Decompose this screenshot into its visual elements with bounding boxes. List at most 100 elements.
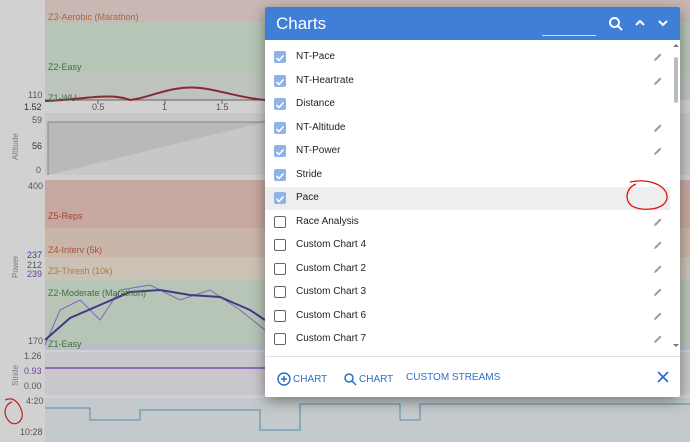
chart-label: NT-Power (296, 145, 341, 156)
check-mark (275, 78, 285, 86)
edit-button[interactable] (652, 51, 664, 63)
power-smooth-line (44, 288, 266, 341)
add-chart-button[interactable]: CHART (277, 372, 327, 386)
distance-tick: 1.5 (216, 102, 229, 112)
checkbox[interactable] (274, 262, 286, 275)
checkbox[interactable] (274, 51, 286, 63)
axis-label: 56 (32, 141, 43, 151)
edit-button[interactable] (652, 263, 664, 275)
heart-rate-line (44, 86, 266, 102)
button-label: CHART (359, 373, 394, 385)
add-icon (277, 372, 291, 386)
checkbox[interactable] (274, 286, 286, 298)
find-chart-button[interactable]: CHART (343, 372, 393, 386)
button-label: CHART (293, 373, 328, 385)
distance-tick: 0.5 (92, 102, 105, 112)
axis-label: 0.93 (24, 366, 42, 376)
chart-label: Distance (296, 98, 335, 109)
custom-streams-button[interactable]: CUSTOM STREAMS (406, 372, 500, 383)
axis-label: 400 (28, 181, 44, 191)
edit-button[interactable] (652, 286, 664, 298)
next-button[interactable] (657, 17, 669, 29)
check-mark (275, 172, 285, 180)
chart-label: Race Analysis (296, 215, 359, 227)
dialog-header: Charts (265, 7, 680, 40)
edit-button[interactable] (652, 145, 664, 157)
axis-label: 4:20 (26, 396, 44, 406)
checkbox[interactable] (274, 192, 286, 204)
chart-row[interactable]: Custom Chart 7 (265, 328, 670, 351)
axis-label: 0.00 (24, 381, 42, 391)
checkbox[interactable] (274, 145, 286, 157)
dialog-title: Charts (276, 14, 327, 33)
chart-row[interactable]: NT-Heartrate (265, 70, 670, 93)
charts-dialog: Charts NT-Pace NT-Heartrate Distance NT-Alt… (265, 7, 680, 397)
checkbox[interactable] (274, 98, 286, 110)
chart-row[interactable]: NT-Altitude (265, 117, 670, 140)
axis-label: 110 (28, 90, 43, 100)
check-mark (275, 195, 285, 203)
dialog-footer: CHART CHART CUSTOM STREAMS (265, 356, 680, 397)
chart-label: Custom Chart 7 (296, 333, 367, 344)
axis-label: 212 (27, 260, 43, 270)
search-button[interactable] (608, 16, 624, 32)
checkbox[interactable] (274, 239, 286, 251)
annotation-circle (626, 180, 668, 210)
edit-button[interactable] (652, 333, 664, 345)
chart-row[interactable]: Stride (265, 164, 670, 187)
edit-button[interactable] (652, 216, 664, 228)
edit-button[interactable] (652, 122, 664, 134)
axis-label: 170 (28, 336, 44, 346)
chart-row[interactable]: Distance (265, 93, 670, 116)
axis-label: 239 (27, 269, 43, 279)
zone-label: Z2-Easy (48, 62, 82, 72)
chart-row[interactable]: NT-Power (265, 140, 670, 163)
axis-label: 0 (36, 165, 42, 175)
edit-button[interactable] (652, 239, 664, 251)
chart-label: NT-Heartrate (296, 74, 354, 86)
chart-label: Custom Chart 2 (296, 262, 367, 274)
chart-row[interactable]: Pace (265, 187, 670, 210)
chart-label: Custom Chart 4 (296, 239, 367, 250)
edit-button[interactable] (652, 310, 664, 322)
zone-label: Z2-Moderate (Marathon) (48, 288, 147, 298)
distance-tick: 1 (162, 102, 168, 112)
scrollbar[interactable] (674, 57, 678, 103)
chart-label: Custom Chart 6 (296, 309, 367, 321)
chart-row[interactable]: Custom Chart 2 (265, 258, 670, 281)
pace-line (45, 403, 690, 431)
search-icon (344, 373, 357, 386)
chart-label: Stride (296, 168, 323, 180)
edit-button[interactable] (652, 75, 664, 87)
checkbox[interactable] (274, 333, 286, 345)
button-label: CUSTOM STREAMS (406, 372, 501, 383)
chart-row[interactable]: Custom Chart 3 (265, 281, 670, 304)
zone-label: Z3-Thresh (10k) (48, 266, 113, 276)
scroll-up[interactable] (671, 41, 680, 49)
close-button[interactable] (657, 371, 669, 383)
axis-label: 237 (27, 250, 43, 260)
zone-label: Z1-Easy (48, 339, 82, 349)
chart-label: Custom Chart 3 (296, 286, 367, 297)
chart-row[interactable]: Race Analysis (265, 211, 670, 234)
scroll-down[interactable] (671, 341, 680, 349)
axis-label: 1.26 (24, 351, 42, 361)
zone-label: Z1-WU (48, 93, 77, 103)
chart-row[interactable]: Custom Chart 6 (265, 305, 670, 328)
axis (45, 99, 265, 104)
check-mark (275, 125, 285, 133)
checkbox[interactable] (274, 309, 286, 322)
checkbox[interactable] (274, 74, 286, 87)
chart-row[interactable]: NT-Pace (265, 46, 670, 69)
checkbox[interactable] (274, 121, 286, 134)
chart-label: Pace (296, 192, 319, 203)
chart-label: NT-Pace (296, 51, 335, 62)
zone-label: Z3-Aerobic (Marathon) (48, 12, 139, 22)
previous-button[interactable] (634, 17, 646, 29)
chart-list: NT-Pace NT-Heartrate Distance NT-Altitude NT… (265, 45, 680, 355)
search-input[interactable] (542, 35, 596, 36)
check-mark (275, 101, 285, 109)
chart-row[interactable]: Custom Chart 4 (265, 234, 670, 257)
checkbox[interactable] (274, 168, 286, 181)
checkbox[interactable] (274, 215, 286, 228)
